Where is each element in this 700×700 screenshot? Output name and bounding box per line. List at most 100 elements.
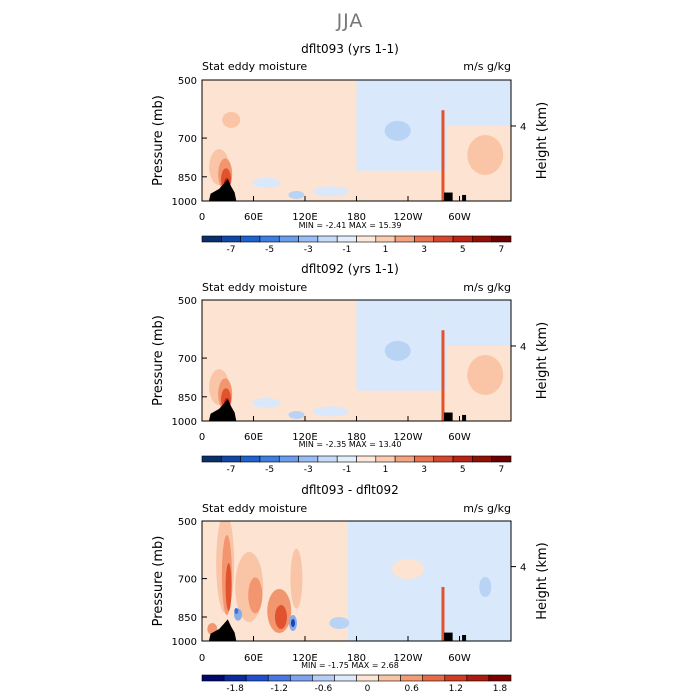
pacific-weak-positive (392, 559, 424, 579)
colorbar-label: -3 (304, 465, 313, 475)
x-tick-label: 120E (292, 432, 317, 443)
date-line-negative-contour (312, 406, 349, 417)
colorbar-label: -3 (304, 245, 313, 255)
colorbar-swatch (278, 235, 299, 243)
x-tick-label: 120W (394, 212, 423, 223)
x-tick-label: 120E (292, 212, 317, 223)
colorbar-label: 5 (460, 465, 466, 475)
africa-terrain (208, 179, 237, 201)
upper-africa-contour (222, 111, 241, 128)
colorbar-label: -0.6 (315, 684, 333, 694)
colorbar-swatch (491, 455, 512, 463)
y-right-tick-label: 4 (520, 342, 526, 353)
colorbar-label: -7 (226, 465, 235, 475)
colorbar-swatch (201, 235, 222, 243)
colorbar-swatch (394, 455, 415, 463)
x-tick-label: 0 (199, 653, 205, 664)
asia-negative-contour (252, 397, 281, 408)
y-tick-label: 500 (178, 517, 197, 528)
page-title: JJA (336, 10, 364, 32)
y-tick-label: 700 (178, 134, 197, 145)
atlantic-positive-contour (467, 355, 504, 396)
colorbar-swatch (433, 235, 454, 243)
american-terrain (462, 635, 467, 641)
colorbar-label: -1.8 (226, 684, 244, 694)
pacific-low-contour (288, 410, 305, 419)
y-right-tick-label: 4 (520, 122, 526, 133)
colorbar: -7 -5 -3 -1 1 3 5 7 (201, 235, 512, 255)
y-right-axis-label: Height (km) (535, 102, 550, 179)
colorbar-swatch (452, 455, 473, 463)
y-tick-label: 1000 (172, 417, 197, 428)
colorbar: -1.8 -1.2 -0.6 0 0.6 1.2 1.8 (201, 674, 512, 694)
x-tick-label: 60W (448, 432, 471, 443)
colorbar-swatch (289, 674, 313, 682)
y-tick-label: 500 (178, 76, 197, 87)
y-tick-label: 700 (178, 354, 197, 365)
panel-title: dflt092 (yrs 1-1) (301, 262, 399, 276)
y-right-tick-label: 4 (520, 563, 526, 574)
colorbar-swatch (298, 235, 319, 243)
andes-positive-contour (441, 587, 445, 641)
colorbar-swatch (298, 455, 319, 463)
variable-label: Stat eddy moisture (202, 60, 307, 73)
colorbar-swatch (472, 235, 492, 243)
colorbar-swatch (414, 455, 435, 463)
variable-label: Stat eddy moisture (202, 502, 307, 515)
x-tick-label: 60W (448, 212, 471, 223)
colorbar-label: 3 (421, 465, 427, 475)
panel-title: dflt093 (yrs 1-1) (301, 42, 399, 56)
pacific-low-contour (288, 190, 305, 199)
andes-terrain (444, 412, 453, 421)
colorbar-label: 1 (383, 465, 389, 475)
contour-field (202, 80, 511, 201)
y-tick-label: 850 (178, 173, 197, 184)
y-tick-label: 700 (178, 575, 197, 586)
x-tick-label: 180 (347, 653, 366, 664)
colorbar-label: 1.8 (493, 684, 508, 694)
y-tick-label: 1000 (172, 637, 197, 648)
x-tick-label: 60E (244, 653, 263, 664)
china-max-contour (274, 605, 287, 629)
panel-title: dflt093 - dflt092 (301, 483, 399, 497)
min-max-stats: MIN = -2.35 MAX = 13.40 (299, 440, 402, 449)
colorbar-swatch (375, 235, 396, 243)
colorbar-swatch (356, 674, 379, 682)
atlantic-negative-region (446, 300, 511, 346)
colorbar-swatch (267, 674, 291, 682)
x-tick-label: 0 (199, 432, 205, 443)
colorbar-swatch (466, 674, 490, 682)
x-tick-label: 60W (448, 653, 471, 664)
colorbar-swatch (356, 455, 377, 463)
american-terrain (462, 414, 467, 421)
colorbar-swatch (433, 455, 454, 463)
colorbar-swatch (444, 674, 468, 682)
colorbar: -7 -5 -3 -1 1 3 5 7 (201, 455, 512, 475)
colorbar-swatch (472, 455, 492, 463)
min-max-stats: MIN = -1.75 MAX = 2.68 (301, 661, 399, 670)
colorbar-label: -7 (226, 245, 235, 255)
colorbar-label: 7 (498, 465, 504, 475)
heatmap-panel-3: dflt093 - dflt092 Stat eddy moisture m/s g… (151, 483, 550, 694)
colorbar-swatch (422, 674, 446, 682)
y-right-axis-label: Height (km) (535, 322, 550, 399)
colorbar-swatch (221, 235, 241, 243)
colorbar-label: -1 (342, 465, 351, 475)
andes-max-contour (441, 330, 445, 421)
colorbar-swatch (201, 455, 222, 463)
colorbar-label: 3 (421, 245, 427, 255)
y-tick-label: 1000 (172, 197, 197, 208)
heatmap-panel-1: dflt093 (yrs 1-1) Stat eddy moisture m/s g… (151, 42, 550, 255)
dateline-negative-contour (329, 617, 350, 629)
x-tick-label: 120W (394, 653, 423, 664)
africa-terrain (208, 399, 237, 421)
units-label: m/s g/kg (463, 281, 511, 294)
colorbar-label: -1 (342, 245, 351, 255)
x-tick-label: 60E (244, 432, 263, 443)
colorbar-swatch (259, 455, 280, 463)
date-line-negative-contour (312, 186, 349, 197)
colorbar-swatch (394, 235, 415, 243)
y-tick-label: 850 (178, 613, 197, 624)
colorbar-label: 7 (498, 245, 504, 255)
